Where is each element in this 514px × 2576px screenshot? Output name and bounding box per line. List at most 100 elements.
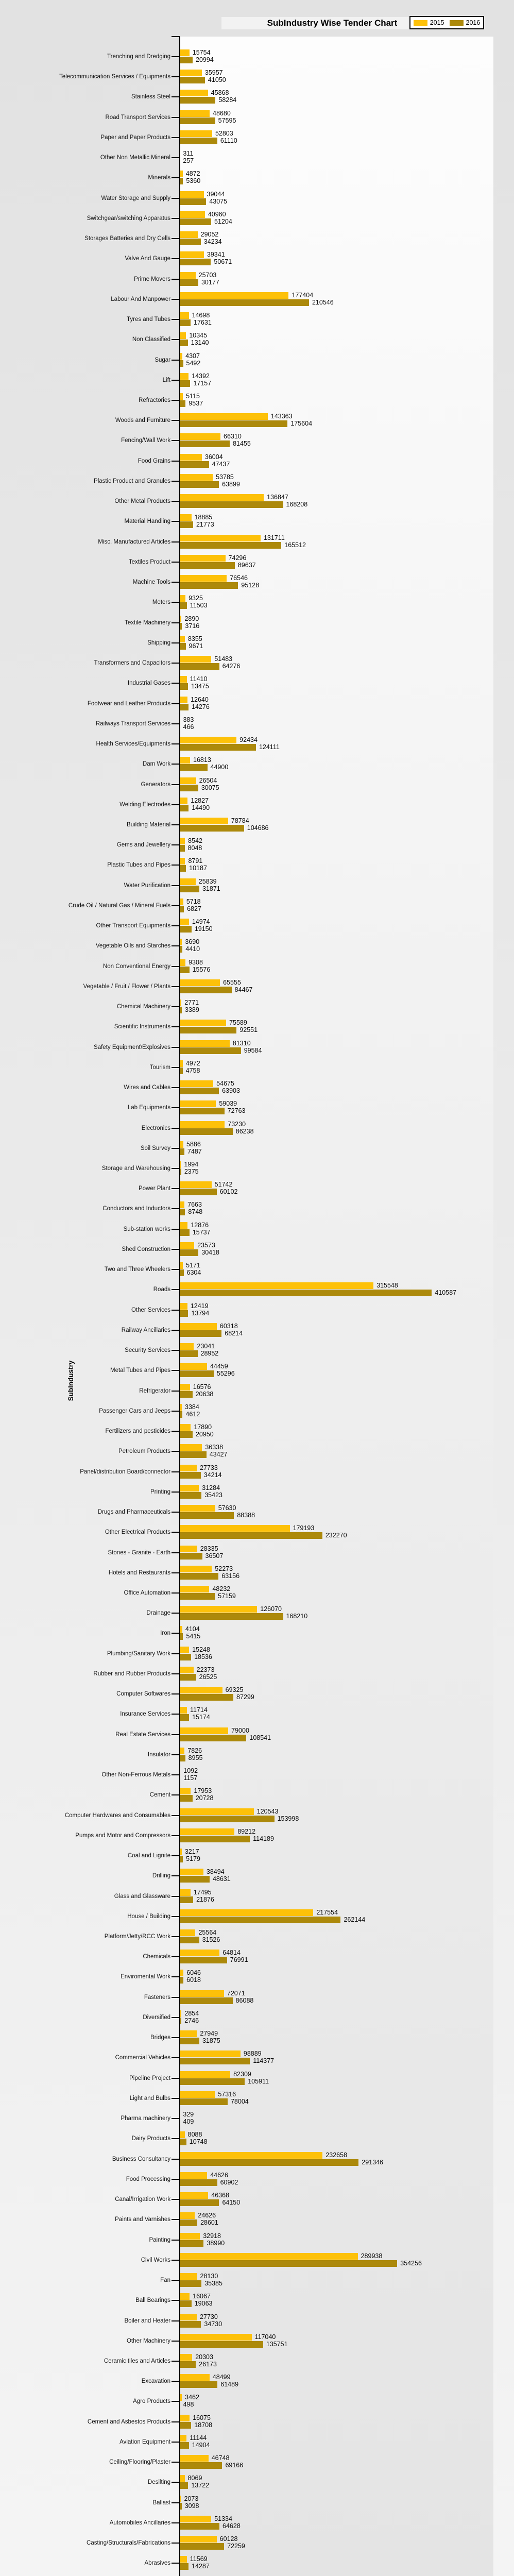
bar-value-2016: 20950 xyxy=(195,1431,214,1438)
bar-2016 xyxy=(180,1896,194,1903)
bar-2015 xyxy=(180,575,227,582)
bar-2016 xyxy=(180,986,232,993)
bar-value-2015: 179193 xyxy=(293,1524,315,1532)
bar-value-2015: 17495 xyxy=(193,1888,212,1896)
bar-2016 xyxy=(180,1613,283,1620)
bar-2016 xyxy=(180,1856,183,1863)
category-label: Lift xyxy=(162,377,170,383)
bar-value-2015: 4104 xyxy=(185,1625,200,1633)
bar-2015 xyxy=(180,656,212,663)
bar-value-2016: 88388 xyxy=(237,1512,255,1519)
bar-2016 xyxy=(180,1673,196,1681)
bar-value-2015: 27733 xyxy=(200,1464,218,1471)
bar-2016 xyxy=(180,2522,220,2530)
bar-2015 xyxy=(180,1666,194,1673)
bar-value-2016: 466 xyxy=(183,723,194,731)
bar-value-2015: 60128 xyxy=(219,2535,238,2543)
bar-value-2015: 217554 xyxy=(316,1908,338,1916)
bar-value-2016: 108541 xyxy=(249,1734,271,1741)
bar-2015 xyxy=(180,1100,216,1108)
bar-2016 xyxy=(180,1249,199,1256)
bar-value-2015: 16813 xyxy=(193,756,211,764)
category-tick xyxy=(172,298,180,300)
bar-value-2016: 5360 xyxy=(186,177,201,185)
category-tick xyxy=(172,642,180,643)
category-label: Vegetable Oils and Starches xyxy=(95,943,170,950)
bar-value-2015: 51483 xyxy=(214,655,233,663)
bar-value-2015: 20303 xyxy=(195,2353,213,2361)
bar-value-2016: 6827 xyxy=(187,905,201,912)
bar-value-2015: 89212 xyxy=(237,1827,256,1835)
bar-value-2016: 31526 xyxy=(202,1936,220,1943)
category-label: Textile Machinery xyxy=(125,619,170,626)
bar-2015 xyxy=(180,2172,208,2179)
bar-2016 xyxy=(180,420,288,428)
category-tick xyxy=(172,1168,180,1169)
category-label: Shed Construction xyxy=(122,1246,170,1252)
bar-2016 xyxy=(180,299,309,306)
bar-2016 xyxy=(180,2502,182,2510)
category-label: Other Electrical Products xyxy=(105,1529,170,1536)
category-tick xyxy=(172,1875,180,1877)
bar-2016 xyxy=(180,1552,202,1560)
bar-2015 xyxy=(180,2455,209,2462)
bar-2015 xyxy=(180,1727,229,1734)
bar-value-2016: 4612 xyxy=(185,1410,200,1418)
category-tick xyxy=(172,2037,180,2039)
bar-2016 xyxy=(180,1754,185,1761)
bar-value-2016: 13475 xyxy=(191,683,209,690)
bar-2015 xyxy=(180,413,268,420)
bar-value-2016: 41050 xyxy=(208,76,226,84)
bar-value-2015: 8791 xyxy=(188,857,203,865)
bar-2015 xyxy=(180,1970,184,1977)
bar-2016 xyxy=(180,1007,182,1014)
bar-2015 xyxy=(180,1424,191,1431)
bar-2016 xyxy=(180,1572,219,1580)
bar-value-2016: 57159 xyxy=(218,1592,236,1600)
bar-2015 xyxy=(180,1222,188,1229)
category-tick xyxy=(172,2421,180,2422)
bar-2015 xyxy=(180,2131,185,2139)
category-tick xyxy=(172,1491,180,1493)
category-tick xyxy=(172,359,180,361)
category-tick xyxy=(172,258,180,260)
bar-2016 xyxy=(180,279,198,286)
bar-value-2016: 6018 xyxy=(186,1976,201,1984)
bar-value-2016: 354256 xyxy=(400,2259,422,2267)
category-label: Plastic Product and Granules xyxy=(94,478,170,484)
bar-2015 xyxy=(180,1646,190,1653)
bar-2015 xyxy=(180,2151,323,2159)
bar-value-2015: 73230 xyxy=(228,1120,246,1128)
bar-value-2016: 18708 xyxy=(194,2421,213,2429)
bar-value-2016: 61110 xyxy=(220,137,237,144)
bar-value-2016: 60102 xyxy=(219,1188,238,1196)
category-label: Labour And Manpower xyxy=(111,296,170,302)
bar-value-2015: 2890 xyxy=(184,615,199,622)
bar-2016 xyxy=(180,2199,219,2207)
bar-2015 xyxy=(180,1565,212,1572)
category-label: Crude Oil / Natural Gas / Mineral Fuels xyxy=(68,902,170,909)
category-tick xyxy=(172,2543,180,2544)
bar-value-2015: 3462 xyxy=(185,2394,199,2401)
category-label: Ballast xyxy=(152,2499,170,2506)
bar-2015 xyxy=(180,1687,222,1694)
category-tick xyxy=(172,2522,180,2523)
bar-value-2015: 51334 xyxy=(214,2515,232,2522)
bar-value-2015: 24626 xyxy=(198,2212,216,2219)
category-label: Material Handling xyxy=(124,518,171,525)
bar-value-2015: 15248 xyxy=(192,1646,210,1653)
bar-value-2015: 27949 xyxy=(200,2030,218,2038)
category-tick xyxy=(172,1794,180,1796)
bar-2015 xyxy=(180,2050,241,2058)
bar-2016 xyxy=(180,663,219,670)
bar-value-2016: 10187 xyxy=(189,865,207,872)
category-label: Wires and Cables xyxy=(124,1084,170,1091)
bar-2015 xyxy=(180,737,237,744)
category-tick xyxy=(172,217,180,219)
category-tick xyxy=(172,1936,180,1937)
category-tick xyxy=(172,1815,180,1816)
bar-2015 xyxy=(180,999,182,1007)
bar-value-2016: 72763 xyxy=(227,1107,246,1115)
bar-2015 xyxy=(180,2252,358,2260)
bar-value-2015: 11144 xyxy=(190,2434,207,2442)
